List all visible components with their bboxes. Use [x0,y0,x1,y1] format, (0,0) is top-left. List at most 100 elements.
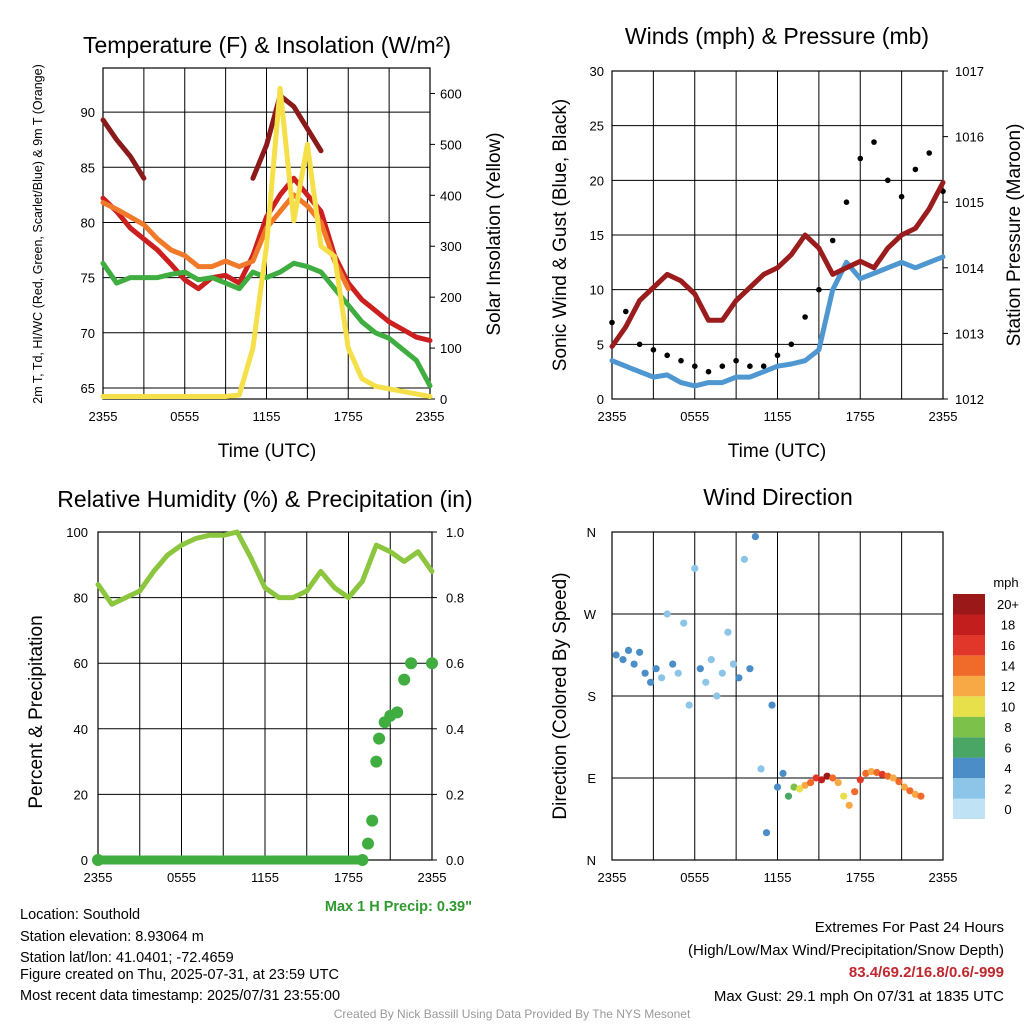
info-location: Location: Southold [20,907,141,923]
series-line-0-4 [100,85,433,399]
series-line-0-0 [100,175,433,343]
y-tick-label-1-3: 15 [590,228,604,243]
series-line-2-0 [95,529,435,607]
x-tick-label-3-2: 1155 [764,870,792,885]
series-line-0-3 [100,93,324,181]
x-tick-label-0-3: 1755 [334,409,363,424]
series-point-2-1-0 [92,854,104,866]
x-tick-label-0-2: 1155 [253,409,281,424]
y-tick-label-0-5: 90 [81,105,95,120]
wind-dir-point-4 [636,648,644,656]
y-tick-label-0-1: 70 [81,326,95,341]
y-right-tick-label-2-2: 0.4 [446,722,464,737]
wind-dir-point-23 [740,555,749,563]
series-point-1-1-16 [829,237,836,244]
colorbar-swatch-0 [953,798,985,819]
y-tick-label-3-0: N [587,853,596,868]
wind-dir-point-45 [862,769,870,778]
wind-dir-point-22 [735,674,743,682]
extremes-values: 83.4/69.2/16.8/0.6/-999 [848,964,1004,981]
x-tick-label-0-1: 0555 [170,409,199,424]
wind-dir-point-0 [612,651,620,659]
colorbar-swatch-9 [953,614,985,635]
series-point-1-1-23 [926,150,932,156]
wind-dir-point-21 [729,660,738,668]
y-tick-label-0-3: 80 [81,215,95,230]
series-point-2-1-4 [370,755,383,768]
wind-dir-point-6 [647,678,655,686]
series-point-2-1-9 [398,673,411,686]
series-point-1-1-18 [857,155,864,162]
wind-dir-point-38 [823,772,831,780]
series-line-0-2 [100,260,433,389]
wind-dir-point-39 [829,774,837,782]
series-point-1-1-1 [623,308,629,315]
y-right-tick-label-0-1: 100 [440,341,462,356]
wind-dir-point-25 [751,533,760,541]
y-tick-label-0-4: 85 [81,160,95,175]
x-tick-label-1-2: 1155 [764,409,792,424]
wind-dir-point-34 [801,781,809,789]
colorbar-label-4: 8 [1004,720,1011,735]
series-point-1-1-3 [650,347,657,353]
wind-dir-point-40 [834,779,842,787]
series-point-1-1-7 [705,368,712,375]
x-tick-label-3-4: 2355 [929,870,958,885]
wind-dir-point-2 [624,646,633,655]
wind-dir-point-42 [845,801,853,809]
y-right-tick-label-0-3: 300 [440,239,462,254]
x-tick-label-1-1: 0555 [680,409,709,424]
wind-dir-point-47 [873,768,881,777]
series-point-1-1-15 [816,286,822,293]
credit-line: Created By Nick Bassill Using Data Provi… [333,1007,691,1021]
y-tick-label-3-4: N [587,525,596,540]
y-right-tick-label-1-4: 1016 [955,130,984,145]
wind-dir-point-13 [685,701,693,709]
colorbar-label-6: 12 [1001,679,1015,694]
colorbar-swatch-6 [953,675,985,697]
y-axis-title-0: 2m T, Td, HI/WC (Red, Green, Scarlet/Blu… [31,64,45,403]
y-right-tick-label-0-0: 0 [440,392,447,407]
x-tick-label-2-3: 1755 [334,870,363,885]
series-point-1-1-17 [843,199,850,205]
y-right-axis-title-1: Station Pressure (Maroon) [1004,124,1024,347]
wind-dir-point-16 [702,678,710,686]
series-point-2-1-3 [366,814,379,827]
series-point-1-1-14 [802,314,808,320]
chart-title-0: Temperature (F) & Insolation (W/m²) [83,32,451,58]
wind-dir-point-41 [840,792,848,800]
series-line-1-0 [609,254,946,389]
y-tick-label-0-2: 75 [81,271,95,286]
y-tick-label-1-0: 0 [597,392,604,407]
y-tick-label-2-1: 20 [74,787,88,802]
wind-dir-point-32 [790,783,798,791]
wind-dir-point-52 [900,783,909,791]
y-tick-label-0-0: 65 [81,381,95,396]
y-right-tick-label-2-0: 0.0 [446,853,464,868]
x-axis-title-1: Time (UTC) [728,441,827,462]
colorbar-label-9: 18 [1001,618,1015,633]
wind-dir-point-28 [768,701,776,709]
chart-title-3: Wind Direction [703,484,853,510]
y-tick-label-3-2: S [587,689,596,704]
y-tick-label-1-6: 30 [590,64,604,79]
wind-dir-point-31 [784,792,793,800]
wind-dir-point-18 [713,692,721,700]
x-tick-label-2-2: 1155 [251,870,279,885]
y-right-tick-label-0-5: 500 [440,137,462,152]
y-right-tick-label-2-3: 0.6 [446,656,464,671]
colorbar-label-3: 6 [1004,740,1011,755]
y-tick-label-3-1: E [587,771,596,786]
colorbar-label-5: 10 [1001,700,1015,715]
y-tick-label-1-5: 25 [590,119,604,134]
series-point-1-1-9 [733,357,739,364]
wind-dir-point-1 [619,656,627,664]
y-tick-label-2-4: 80 [74,591,88,606]
y-tick-label-2-5: 100 [66,525,88,540]
extremes-max-gust: Max Gust: 29.1 mph On 07/31 at 1835 UTC [713,988,1004,1005]
y-tick-label-1-2: 10 [590,283,604,298]
series-point-1-1-11 [760,363,767,370]
wind-dir-point-46 [867,768,875,776]
y-tick-label-1-1: 5 [597,337,604,352]
